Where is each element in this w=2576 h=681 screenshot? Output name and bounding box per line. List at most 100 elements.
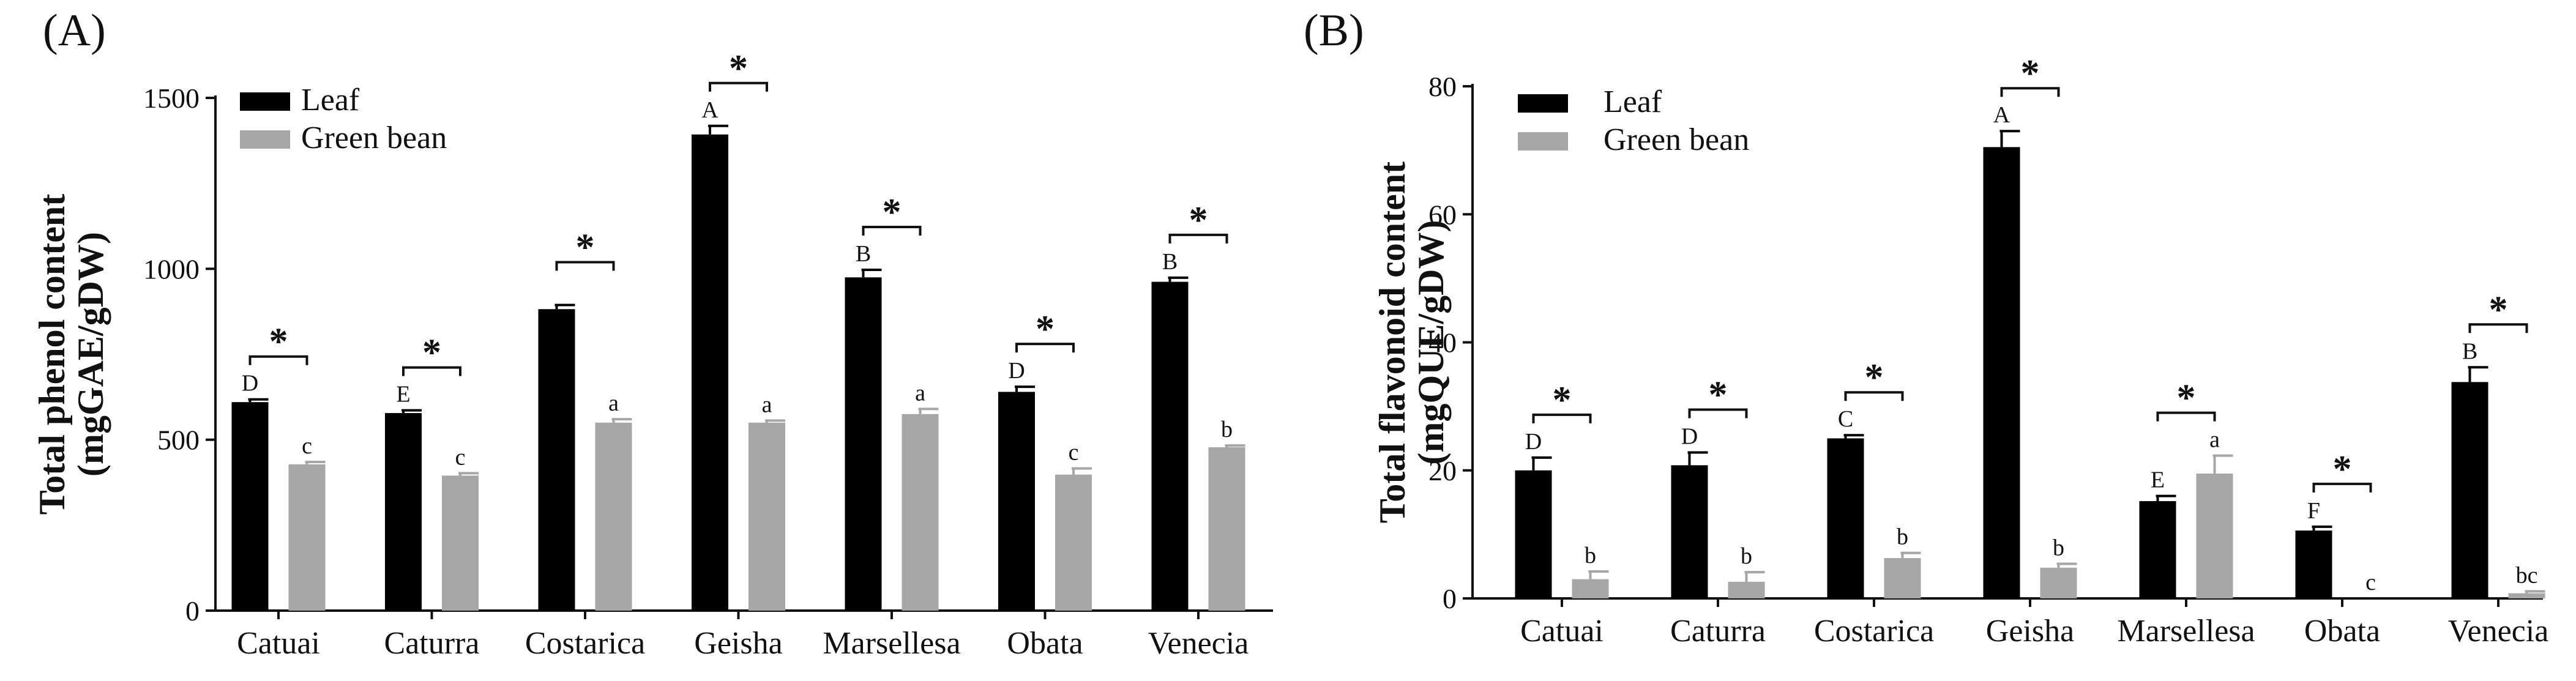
panel-label: (A) — [43, 6, 106, 56]
bar-leaf — [2451, 382, 2488, 598]
y-tick-label: 40 — [1428, 327, 1457, 359]
significance-letter: a — [915, 380, 925, 406]
y-axis-title: Total flavonoid content — [1372, 162, 1413, 523]
significance-bracket — [1015, 343, 1075, 353]
y-tick-label: 0 — [185, 595, 200, 627]
significance-letter: B — [1162, 249, 1178, 275]
bar-green-bean — [2196, 473, 2233, 598]
bar-green-bean — [902, 414, 939, 611]
significance-star: * — [2021, 53, 2040, 94]
significance-star: * — [883, 192, 902, 233]
significance-star: * — [1036, 308, 1055, 350]
bar-green-bean — [288, 464, 326, 611]
bar-green-bean — [1055, 474, 1092, 611]
bar-green-bean — [442, 475, 479, 611]
bar-green-bean — [1208, 447, 1245, 611]
significance-letter: bc — [2516, 562, 2538, 588]
panel-label: (B) — [1304, 6, 1364, 56]
significance-letter: b — [1585, 543, 1596, 568]
y-axis-title: Total phenol content — [32, 194, 72, 515]
legend-swatch-leaf — [240, 92, 290, 111]
x-tick-label: Marsellesa — [2117, 614, 2255, 649]
bar-leaf — [1983, 147, 2020, 599]
y-axis-unit: (mgGAE/gDW) — [70, 232, 111, 477]
legend-label: Leaf — [1603, 84, 1662, 119]
significance-letter: c — [455, 444, 466, 470]
significance-letter: a — [2209, 427, 2220, 453]
legend-swatch-green-bean — [1518, 132, 1568, 151]
significance-letter: B — [2462, 338, 2477, 364]
significance-letter: A — [701, 97, 719, 123]
significance-letter: a — [608, 390, 619, 416]
significance-letter: b — [2053, 535, 2064, 561]
bar-leaf — [2139, 501, 2176, 598]
significance-letter: b — [1897, 524, 1908, 550]
significance-letter: B — [856, 241, 871, 267]
bar-leaf — [538, 309, 575, 611]
y-axis-unit: (mgQUE/gDW) — [1411, 220, 1451, 465]
bar-leaf — [1515, 470, 1552, 598]
bar-leaf — [1827, 438, 1864, 598]
significance-bracket — [402, 366, 461, 376]
significance-letter: c — [1069, 440, 1079, 466]
x-tick-label: Catuai — [1520, 614, 1603, 649]
bar-leaf — [692, 134, 728, 611]
x-tick-label: Obata — [2304, 614, 2380, 649]
significance-bracket — [1168, 233, 1228, 244]
bar-green-bean — [1884, 558, 1921, 598]
significance-bracket — [555, 261, 615, 271]
significance-letter: D — [1525, 429, 1542, 455]
y-tick-label: 1500 — [143, 83, 200, 114]
panel-b: (B) Total flavonoid content(mgQUE/gDW) 0 20… — [1304, 6, 2548, 649]
bar-green-bean — [2040, 567, 2077, 598]
significance-bracket — [1844, 391, 1904, 401]
significance-star: * — [1553, 379, 1572, 421]
legend-swatch-leaf — [1518, 94, 1568, 113]
x-tick-label: Venecia — [2448, 614, 2549, 649]
x-tick-label: Costarica — [1814, 614, 1934, 649]
y-tick-label: 0 — [1443, 583, 1457, 614]
significance-letter: c — [2365, 570, 2376, 595]
legend-label: Leaf — [301, 83, 360, 117]
significance-bracket — [2468, 323, 2528, 333]
significance-bracket — [2312, 482, 2372, 493]
significance-letter: F — [2307, 498, 2320, 524]
bar-green-bean — [1572, 579, 1609, 598]
significance-letter: a — [762, 392, 772, 417]
x-tick-label: Caturra — [1670, 614, 1766, 649]
significance-star: * — [576, 227, 595, 269]
significance-letter: b — [1741, 543, 1752, 569]
x-tick-label: Venecia — [1148, 626, 1249, 661]
significance-star: * — [1709, 374, 1728, 415]
bar-green-bean — [2508, 593, 2545, 598]
legend-swatch-green-bean — [240, 130, 290, 149]
x-tick-label: Geisha — [694, 626, 782, 661]
bar-leaf — [385, 413, 422, 611]
x-tick-label: Catuai — [237, 626, 320, 661]
significance-star: * — [1865, 357, 1884, 398]
bar-green-bean — [1728, 581, 1765, 598]
x-tick-label: Costarica — [525, 626, 645, 661]
significance-bracket — [1688, 408, 1748, 419]
significance-bracket — [1532, 413, 1592, 423]
y-tick-label: 1000 — [143, 253, 200, 285]
significance-letter: D — [1008, 358, 1025, 384]
bar-leaf — [998, 392, 1035, 611]
significance-letter: b — [1221, 417, 1233, 442]
x-tick-label: Obata — [1007, 626, 1083, 661]
bar-leaf — [2295, 530, 2332, 598]
significance-bracket — [2156, 411, 2216, 422]
y-tick-label: 20 — [1428, 455, 1457, 486]
bar-leaf — [845, 277, 882, 611]
significance-bracket — [709, 81, 768, 92]
y-tick-label: 500 — [157, 425, 200, 456]
significance-letter: D — [1681, 423, 1698, 449]
significance-star: * — [2177, 378, 2196, 419]
bar-green-bean — [595, 422, 632, 611]
significance-letter: E — [2151, 467, 2165, 493]
significance-star: * — [2489, 289, 2508, 330]
significance-letter: A — [1993, 102, 2010, 128]
